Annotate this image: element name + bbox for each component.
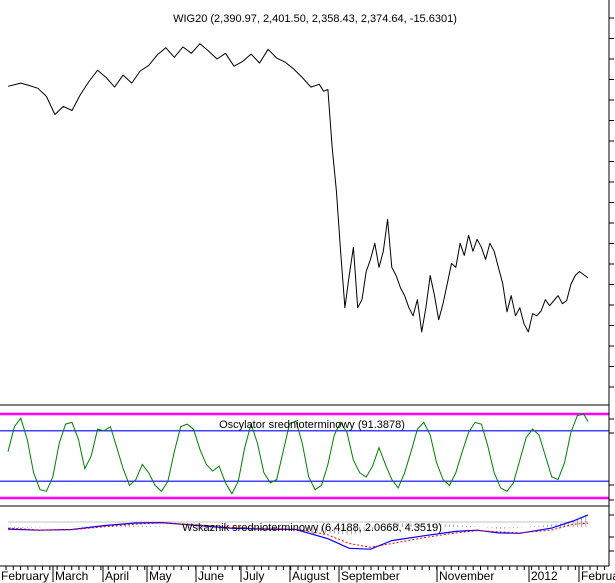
price-panel: WIG20 (2,390.97, 2,401.50, 2,358.43, 2,3…	[7, 13, 589, 333]
date-axis-label: August	[292, 569, 330, 583]
date-axis-label: March	[55, 569, 88, 583]
date-axis-label: April	[105, 569, 129, 583]
date-axis: February March April May June July August Septe…	[0, 565, 615, 583]
date-axis-label: September	[341, 569, 400, 583]
indicator-panel: Wskaznik srednioterminowy (6.4188, 2.066…	[0, 505, 609, 550]
date-axis-ticks	[5, 566, 606, 570]
right-axis	[608, 0, 614, 566]
price-panel-title: WIG20 (2,390.97, 2,401.50, 2,358.43, 2,3…	[173, 13, 457, 25]
date-axis-label: February	[1, 569, 49, 583]
date-axis-label: February	[581, 569, 615, 583]
date-axis-label: November	[439, 569, 494, 583]
right-axis-ticks	[609, 17, 614, 552]
oscillator-reference-lines	[0, 412, 609, 500]
oscillator-series-line	[7, 413, 589, 495]
indicator-main-line	[7, 514, 589, 550]
date-axis-label: June	[198, 569, 224, 583]
oscillator-panel-title: Oscylator srednioterminowy (91.3878)	[219, 419, 405, 431]
date-axis-label: July	[243, 569, 264, 583]
price-series-line	[7, 43, 589, 333]
indicator-panel-title: Wskaznik srednioterminowy (6.4188, 2.066…	[182, 522, 442, 534]
indicator-signal-line	[7, 522, 589, 548]
date-axis-label: May	[149, 569, 172, 583]
date-axis-labels: February March April May June July August Septe…	[1, 566, 615, 583]
oscillator-panel: Oscylator srednioterminowy (91.3878)	[0, 404, 609, 500]
date-axis-label: 2012	[531, 569, 558, 583]
